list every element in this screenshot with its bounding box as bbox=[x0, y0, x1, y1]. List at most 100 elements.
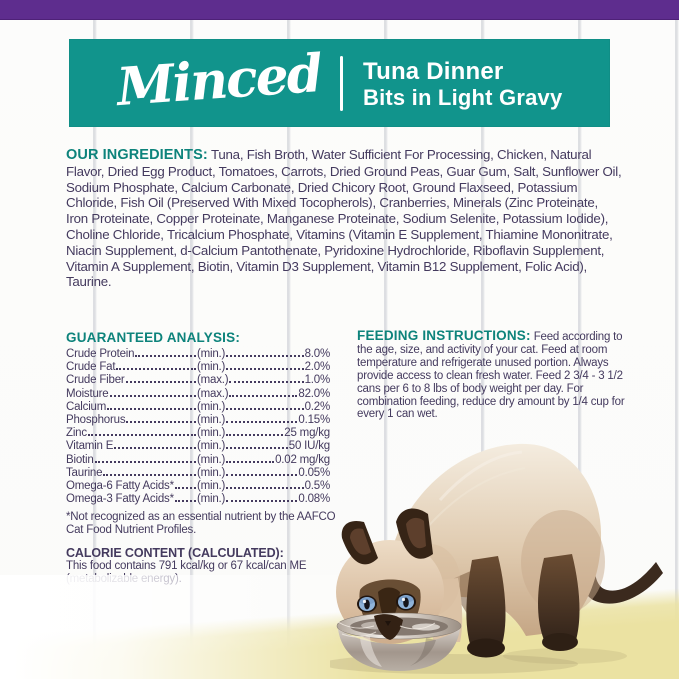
dot-leader bbox=[226, 447, 288, 450]
nutrient-qualifier: (max.) bbox=[197, 387, 229, 400]
siamese-kitten-illustration bbox=[322, 443, 663, 674]
guaranteed-analysis-heading: GUARANTEED ANALYSIS: bbox=[66, 330, 241, 345]
nutrient-value: 2.0% bbox=[304, 361, 331, 374]
analysis-row: Zinc (min.) 25 mg/kg bbox=[66, 427, 330, 440]
dot-leader bbox=[226, 500, 298, 503]
product-name-line1: Tuna Dinner bbox=[363, 58, 504, 85]
analysis-row: Crude Fat (min.) 2.0% bbox=[66, 361, 330, 374]
nutrient-label: Crude Protein bbox=[66, 348, 135, 360]
nutrient-qualifier: (min.) bbox=[197, 440, 226, 453]
analysis-row: Omega-3 Fatty Acids* (min.) 0.08% bbox=[66, 493, 330, 506]
dot-leader bbox=[229, 381, 304, 384]
nutrient-value: 50 IU/kg bbox=[288, 440, 330, 453]
dot-leader bbox=[226, 473, 298, 476]
analysis-row: Crude Fiber (max.) 1.0% bbox=[66, 374, 330, 387]
dot-leader bbox=[103, 473, 196, 476]
nutrient-qualifier: (max.) bbox=[197, 374, 229, 387]
dot-leader bbox=[174, 500, 196, 503]
dot-leader bbox=[116, 368, 196, 371]
dot-leader bbox=[126, 421, 196, 424]
ingredients-heading: OUR INGREDIENTS: bbox=[66, 147, 208, 163]
nutrient-value: 0.2% bbox=[304, 400, 331, 413]
dot-leader bbox=[87, 434, 196, 437]
nutrient-qualifier: (min.) bbox=[197, 493, 226, 506]
nutrient-qualifier: (min.) bbox=[197, 400, 226, 413]
nutrient-label: Vitamin E bbox=[66, 440, 114, 453]
nutrient-qualifier: (min.) bbox=[197, 427, 226, 440]
analysis-row: Biotin (min.) 0.02 mg/kg bbox=[66, 454, 330, 467]
dot-leader bbox=[125, 381, 196, 384]
dot-leader bbox=[226, 407, 304, 410]
nutrient-label: Omega-3 Fatty Acids* bbox=[66, 493, 174, 506]
front-leg bbox=[466, 556, 506, 644]
aafco-footnote: *Not recognized as an essential nutrient… bbox=[66, 511, 336, 537]
guaranteed-analysis-table: Crude Protein (min.) 8.0% Crude Fat (min.) 2.… bbox=[66, 348, 330, 506]
dot-leader bbox=[94, 460, 196, 463]
style-name-script: Minced bbox=[114, 42, 323, 119]
dot-leader bbox=[114, 447, 196, 450]
dot-leader bbox=[135, 355, 196, 357]
nutrient-label: Zinc bbox=[66, 427, 87, 440]
front-paw bbox=[467, 638, 505, 658]
nutrient-label: Moisture bbox=[66, 387, 109, 400]
cat-tail bbox=[579, 538, 663, 604]
muzzle bbox=[374, 614, 403, 640]
nutrient-qualifier: (min.) bbox=[197, 453, 226, 466]
dot-leader bbox=[226, 487, 304, 490]
analysis-row: Taurine (min.) 0.05% bbox=[66, 467, 330, 480]
ingredients-text: Tuna, Fish Broth, Water Sufficient For P… bbox=[66, 147, 622, 290]
fur-highlight-2 bbox=[424, 467, 526, 531]
nutrient-qualifier: (min.) bbox=[197, 466, 226, 479]
nutrient-value: 25 mg/kg bbox=[284, 427, 330, 440]
nutrient-label: Phosphorus bbox=[66, 414, 126, 427]
nutrient-label: Calcium bbox=[66, 400, 107, 413]
nutrient-value: 0.08% bbox=[298, 493, 330, 506]
nutrient-qualifier: (min.) bbox=[197, 348, 226, 360]
product-banner: Minced Tuna Dinner Bits in Light Gravy bbox=[69, 39, 610, 127]
hind-paw bbox=[542, 633, 578, 651]
nutrient-value: 8.0% bbox=[304, 348, 331, 360]
product-name: Tuna Dinner Bits in Light Gravy bbox=[363, 58, 562, 110]
whisker-left-2 bbox=[341, 631, 377, 638]
dot-leader bbox=[109, 394, 196, 397]
left-eye bbox=[357, 595, 377, 613]
analysis-row: Moisture (max.) 82.0% bbox=[66, 388, 330, 401]
nutrient-label: Crude Fat bbox=[66, 361, 116, 374]
dot-leader bbox=[107, 407, 196, 410]
guaranteed-analysis-section: GUARANTEED ANALYSIS: Crude Protein (min.)… bbox=[66, 330, 336, 586]
whisker-right bbox=[399, 622, 436, 630]
fur-highlight bbox=[438, 450, 523, 502]
right-eye bbox=[396, 593, 416, 611]
nutrient-label: Taurine bbox=[66, 466, 103, 479]
product-name-line2: Bits in Light Gravy bbox=[363, 85, 563, 110]
nutrient-value: 0.5% bbox=[304, 480, 331, 493]
nutrient-value: 0.15% bbox=[298, 414, 330, 427]
nutrient-value: 82.0% bbox=[298, 387, 330, 400]
analysis-row: Calcium (min.) 0.2% bbox=[66, 401, 330, 414]
kitten-photo bbox=[322, 430, 679, 679]
nutrient-value: 0.02 mg/kg bbox=[275, 453, 330, 466]
banner-divider bbox=[340, 56, 343, 111]
top-purple-bar bbox=[0, 0, 679, 20]
nose bbox=[385, 621, 391, 626]
dot-leader bbox=[174, 487, 196, 490]
dot-leader bbox=[226, 421, 298, 424]
nutrient-value: 0.05% bbox=[298, 466, 330, 479]
nutrient-label: Crude Fiber bbox=[66, 374, 125, 387]
left-ear-inner bbox=[350, 528, 371, 555]
feeding-instructions-section: FEEDING INSTRUCTIONS: Feed according to … bbox=[357, 329, 625, 421]
nutrient-qualifier: (min.) bbox=[197, 414, 226, 427]
calorie-content-heading: CALORIE CONTENT (CALCULATED): bbox=[66, 546, 284, 561]
dot-leader bbox=[226, 355, 304, 357]
nutrient-label: Biotin bbox=[66, 453, 94, 466]
hind-leg bbox=[538, 554, 580, 640]
nutrient-label: Omega-6 Fatty Acids* bbox=[66, 480, 174, 493]
ingredients-paragraph: OUR INGREDIENTS: Tuna, Fish Broth, Water… bbox=[66, 147, 622, 290]
dot-leader bbox=[226, 368, 304, 371]
nutrient-qualifier: (min.) bbox=[197, 480, 226, 493]
feeding-instructions-text: Feed according to the age, size, and act… bbox=[357, 331, 625, 421]
dot-leader bbox=[229, 394, 298, 397]
nutrient-qualifier: (min.) bbox=[197, 361, 226, 374]
dot-leader bbox=[226, 434, 284, 437]
